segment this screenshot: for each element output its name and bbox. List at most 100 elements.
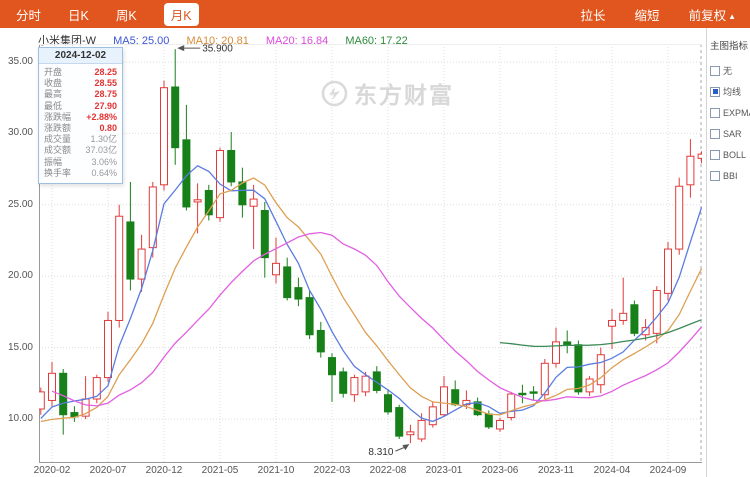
period-tab-日K[interactable]: 日K <box>68 8 89 23</box>
period-tab-月K[interactable]: 月K <box>163 2 199 26</box>
tooltip-row: 涨跌额 0.80 <box>39 123 122 134</box>
ma-line-10 <box>40 177 702 423</box>
candle-body <box>305 297 314 336</box>
tooltip-label: 最低 <box>44 100 63 111</box>
y-axis-label: 15.00 <box>7 341 33 353</box>
tooltip-value: 37.03亿 <box>85 145 117 156</box>
candle-body <box>92 377 101 400</box>
indicator-label: 均线 <box>723 87 742 97</box>
candle-body <box>384 394 392 413</box>
candle-body <box>350 377 359 396</box>
tooltip-value: 1.30亿 <box>90 134 117 145</box>
x-axis-label: 2022-03 <box>313 465 351 476</box>
tooltip-rows: 开盘 28.25 收盘 28.55 最高 28.75 最低 27.90 涨跌幅 +2.88% 涨跌额… <box>39 64 122 183</box>
tooltip-value: 28.25 <box>94 67 117 77</box>
candle-body <box>563 341 572 346</box>
tooltip-value: 28.75 <box>94 89 117 100</box>
tooltip-label: 涨跌额 <box>44 123 72 134</box>
period-tabs: 分时 日K 周K 月K <box>0 2 199 26</box>
tooltip-row: 成交量 1.30亿 <box>39 134 122 145</box>
y-axis-label: 25.00 <box>7 198 33 210</box>
indicator-checkbox-BBI[interactable]: BBI <box>710 165 750 186</box>
y-axis-label: 35.00 <box>7 56 33 67</box>
x-axis-label: 2020-02 <box>33 465 71 476</box>
x-axis-label: 2021-10 <box>257 465 295 476</box>
tooltip-row: 最低 27.90 <box>39 101 122 112</box>
x-axis-label: 2023-06 <box>481 465 519 476</box>
candle-body <box>630 304 639 334</box>
checkbox-icon <box>710 107 720 118</box>
sidebar-title: 主图指标 <box>710 41 749 52</box>
candle-body <box>406 431 415 436</box>
toolbar: 分时 日K 周K 月K 拉长 缩短 前复权 ▲ <box>0 0 750 28</box>
toolbar-button-缩短[interactable]: 缩短 <box>634 8 660 23</box>
candle-body <box>339 371 348 394</box>
candle-body <box>496 419 504 430</box>
tooltip-row: 成交额 37.03亿 <box>39 145 122 156</box>
x-axis-label: 2022-08 <box>369 465 407 476</box>
x-axis-label: 2020-12 <box>145 465 183 476</box>
tooltip-row: 开盘 28.25 <box>39 67 122 78</box>
candle-body <box>328 357 336 376</box>
y-axis-label: 20.00 <box>7 270 33 282</box>
tooltip-label: 振幅 <box>44 156 63 167</box>
x-axis-label: 2023-11 <box>538 465 574 476</box>
candle-body <box>697 153 702 159</box>
price-chart-svg[interactable]: 35.900 8.310 <box>39 44 702 463</box>
candle-body <box>361 375 370 393</box>
period-tab-分时[interactable]: 分时 <box>16 8 42 23</box>
candle-body <box>160 87 168 186</box>
x-axis-label: 2021-05 <box>201 465 239 476</box>
candle-body <box>171 86 180 149</box>
x-axis-label: 2024-09 <box>649 465 687 476</box>
candle-body <box>518 392 527 396</box>
candle-body <box>39 391 45 410</box>
tooltip-value: 3.06% <box>91 156 117 167</box>
candle-body <box>540 362 549 396</box>
candle-body <box>417 419 426 440</box>
ohlc-tooltip: 2024-12-02 开盘 28.25 收盘 28.55 最高 28.75 最低 27.90 涨… <box>38 47 123 185</box>
candle-body <box>104 319 112 379</box>
tooltip-row: 换手率 0.64% <box>39 168 122 179</box>
candle-body <box>451 389 460 406</box>
y-axis-label: 30.00 <box>7 127 33 139</box>
candle-body <box>428 406 437 426</box>
tooltip-value: 0.64% <box>91 167 117 178</box>
tooltip-row: 最高 28.75 <box>39 89 122 100</box>
indicator-checkbox-无[interactable]: 无 <box>710 60 750 81</box>
tooltip-date: 2024-12-02 <box>39 48 122 64</box>
indicator-list: 无均线 EXPMA SAR BOLL BBI <box>707 60 750 186</box>
candle-body <box>574 344 583 393</box>
candle-body <box>294 287 303 300</box>
tooltip-value: +2.88% <box>86 111 117 122</box>
indicator-checkbox-均线[interactable]: 均线 <box>710 81 750 102</box>
indicator-checkbox-EXPMA[interactable]: EXPMA <box>710 102 750 123</box>
tooltip-row: 涨跌幅 +2.88% <box>39 112 122 123</box>
ma-line-60 <box>499 319 702 348</box>
indicator-label: SAR <box>723 128 742 139</box>
x-axis-label: 2020-07 <box>89 465 127 476</box>
indicator-checkbox-BOLL[interactable]: BOLL <box>710 144 750 165</box>
period-tab-周K[interactable]: 周K <box>115 8 137 23</box>
y-axis-label: 10.00 <box>7 413 33 424</box>
candle-body <box>115 215 124 321</box>
candle-body <box>440 386 448 416</box>
candle-body <box>596 354 605 386</box>
tooltip-value: 27.90 <box>94 100 117 111</box>
toolbar-actions: 拉长 缩短 前复权 ▲ <box>581 5 750 24</box>
candle-body <box>59 372 68 416</box>
candle-body <box>249 198 258 207</box>
candlestick-chart[interactable]: 东方财富 35.900 8.310 <box>39 44 702 463</box>
toolbar-button-拉长[interactable]: 拉长 <box>580 8 606 23</box>
candle-body <box>675 185 684 250</box>
tooltip-label: 涨跌幅 <box>44 111 72 122</box>
indicator-label: BOLL <box>723 149 747 160</box>
candle-body <box>484 413 493 428</box>
candle-body <box>316 329 325 353</box>
candle-body <box>641 327 650 336</box>
toolbar-button-前复权[interactable]: 前复权 ▲ <box>688 8 736 23</box>
indicator-checkbox-SAR[interactable]: SAR <box>710 123 750 144</box>
indicator-label: EXPMA <box>723 107 750 118</box>
candle-body <box>126 221 135 280</box>
